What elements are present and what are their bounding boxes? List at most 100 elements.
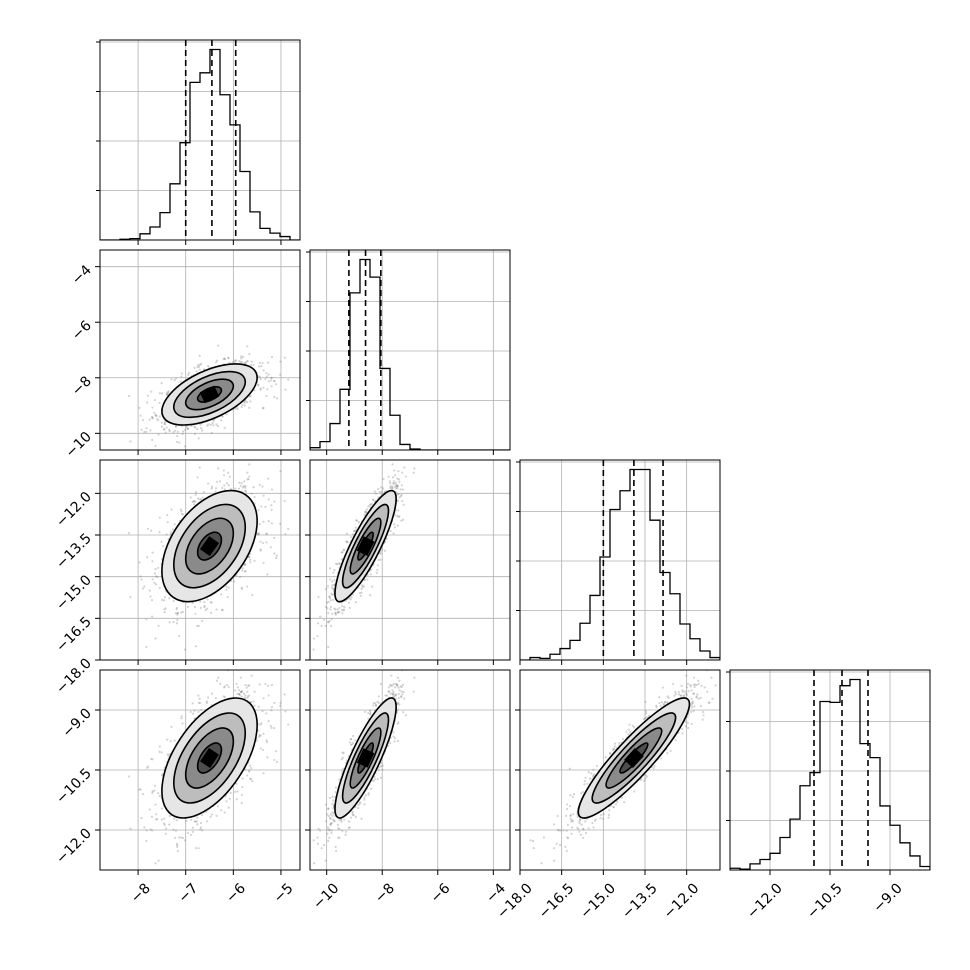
sample-point	[259, 540, 262, 543]
contour-2	[184, 517, 235, 575]
sample-point	[127, 394, 131, 398]
sample-point	[215, 480, 219, 483]
sample-point	[234, 359, 238, 362]
sample-point	[389, 485, 392, 488]
sample-point	[217, 467, 220, 470]
sample-point	[190, 424, 193, 428]
contour-0	[334, 489, 397, 603]
sample-point	[223, 484, 226, 487]
sample-point	[210, 431, 213, 434]
sample-point	[186, 427, 190, 430]
sample-point	[363, 511, 367, 514]
sample-point	[332, 587, 335, 590]
sample-point	[167, 391, 170, 394]
sample-point	[146, 394, 150, 397]
sample-point	[366, 578, 369, 581]
sample-point	[163, 422, 166, 426]
sample-point	[396, 493, 399, 496]
sample-point	[249, 561, 252, 564]
sample-point	[163, 428, 166, 431]
sample-point	[394, 481, 397, 484]
sample-point	[330, 586, 333, 589]
sample-point	[129, 440, 132, 443]
histogram-2	[520, 468, 720, 660]
sample-point	[329, 599, 332, 602]
panel-frame	[519, 459, 721, 661]
sample-point	[191, 500, 194, 503]
sample-point	[185, 426, 188, 429]
sample-point	[319, 615, 322, 618]
sample-point	[209, 423, 213, 426]
sample-point	[239, 484, 242, 488]
sample-point	[327, 621, 330, 624]
sample-point	[163, 611, 166, 614]
sample-point	[401, 488, 405, 491]
sample-point	[363, 513, 366, 516]
sample-point	[180, 611, 183, 614]
sample-point	[402, 518, 405, 521]
sample-point	[196, 624, 199, 628]
sample-point	[251, 594, 254, 597]
sample-point	[145, 427, 148, 430]
sample-point	[242, 485, 246, 488]
sample-point	[139, 575, 142, 578]
sample-point	[203, 606, 206, 609]
sample-point	[399, 494, 403, 498]
density-peak	[356, 536, 375, 556]
sample-point	[150, 438, 154, 441]
sample-point	[198, 368, 202, 371]
sample-point	[391, 487, 394, 490]
sample-point	[259, 549, 262, 552]
sample-point	[257, 533, 260, 536]
density-2-0	[161, 489, 258, 603]
sample-point	[396, 524, 399, 527]
sample-point	[317, 595, 320, 599]
sample-point	[413, 467, 416, 470]
sample-point	[364, 510, 367, 513]
sample-point	[174, 424, 178, 428]
sample-point	[322, 618, 326, 622]
sample-point	[145, 430, 148, 433]
sample-point	[234, 359, 237, 362]
sample-point	[394, 487, 398, 490]
y-tick-label: −8	[69, 373, 95, 399]
sample-point	[167, 390, 170, 393]
sample-point	[261, 407, 265, 410]
sample-point	[201, 619, 204, 623]
sample-point	[396, 485, 399, 488]
sample-point	[331, 584, 334, 587]
sample-point	[361, 584, 364, 587]
sample-point	[284, 533, 287, 536]
sample-point	[226, 356, 230, 359]
sample-point	[151, 551, 154, 554]
sample-point	[357, 521, 360, 524]
sample-point	[249, 400, 252, 403]
sample-point	[243, 563, 246, 566]
sample-point	[376, 568, 379, 572]
sample-point	[338, 606, 341, 610]
sample-point	[267, 520, 270, 523]
sample-point	[239, 360, 242, 364]
sample-point	[158, 516, 161, 519]
sample-point	[341, 604, 344, 608]
sample-point	[267, 498, 270, 501]
sample-point	[151, 416, 154, 419]
sample-point	[382, 477, 385, 481]
sample-point	[212, 424, 215, 427]
sample-point	[215, 359, 219, 362]
histogram-1	[310, 258, 510, 450]
sample-point	[259, 378, 262, 381]
sample-point	[244, 570, 247, 573]
sample-point	[312, 637, 316, 640]
sample-point	[326, 620, 330, 624]
sample-point	[273, 552, 276, 555]
sample-point	[246, 478, 249, 481]
sample-point	[140, 428, 143, 431]
sample-point	[244, 399, 247, 403]
sample-point	[262, 520, 265, 523]
sample-point	[334, 612, 338, 615]
sample-point	[397, 509, 400, 512]
sample-point	[227, 586, 230, 589]
contour-3	[357, 531, 374, 561]
sample-point	[160, 382, 163, 385]
